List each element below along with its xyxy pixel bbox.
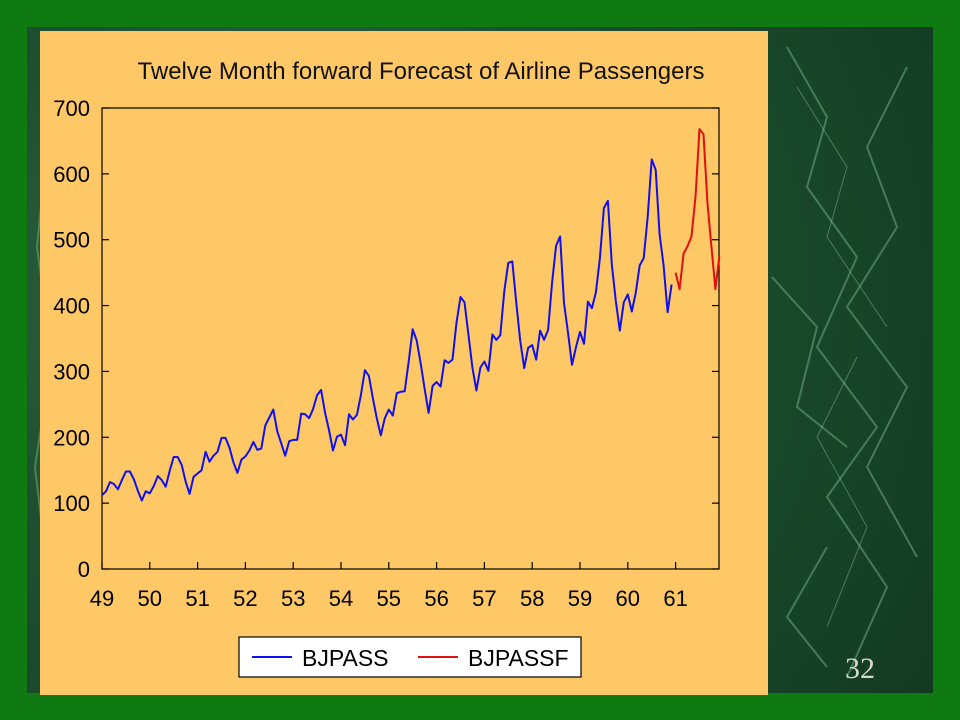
x-tick-label: 60 (616, 586, 640, 611)
x-tick-label: 61 (663, 586, 687, 611)
x-tick-label: 54 (329, 586, 353, 611)
y-tick-label: 400 (53, 294, 90, 319)
x-tick-label: 56 (424, 586, 448, 611)
x-tick-label: 52 (233, 586, 257, 611)
y-axis: 0 100 200 300 400 500 600 700 (53, 96, 719, 582)
legend-box (238, 636, 582, 678)
y-tick-label: 500 (53, 228, 90, 253)
x-tick-label: 53 (281, 586, 305, 611)
x-axis: 49 50 51 52 53 54 55 56 57 58 59 60 61 (90, 562, 688, 611)
y-tick-label: 0 (78, 557, 90, 582)
legend-label-bjpass: BJPASS (302, 645, 389, 671)
line-chart: Twelve Month forward Forecast of Airline… (53, 58, 721, 678)
x-tick-label: 51 (185, 586, 209, 611)
x-tick-label: 49 (90, 586, 114, 611)
y-tick-label: 300 (53, 359, 90, 384)
page-number: 32 (845, 652, 875, 685)
y-tick-label: 600 (53, 162, 90, 187)
legend: BJPASS BJPASSF (238, 636, 582, 678)
chart-title: Twelve Month forward Forecast of Airline… (138, 58, 705, 85)
chart-panel: Twelve Month forward Forecast of Airline… (40, 31, 768, 695)
y-tick-label: 200 (53, 425, 90, 450)
legend-label-bjpassf: BJPASSF (468, 645, 569, 671)
series-line-bjpassf (674, 128, 721, 291)
x-tick-label: 58 (520, 586, 544, 611)
x-tick-label: 57 (472, 586, 496, 611)
x-tick-label: 59 (568, 586, 592, 611)
x-tick-label: 50 (138, 586, 162, 611)
series-line-bjpass (101, 158, 673, 502)
y-tick-label: 100 (53, 491, 90, 516)
marble-texture (33, 46, 918, 678)
x-tick-label: 55 (377, 586, 401, 611)
y-tick-label: 700 (53, 96, 90, 121)
plot-area (101, 107, 720, 570)
series-layer (101, 128, 721, 502)
